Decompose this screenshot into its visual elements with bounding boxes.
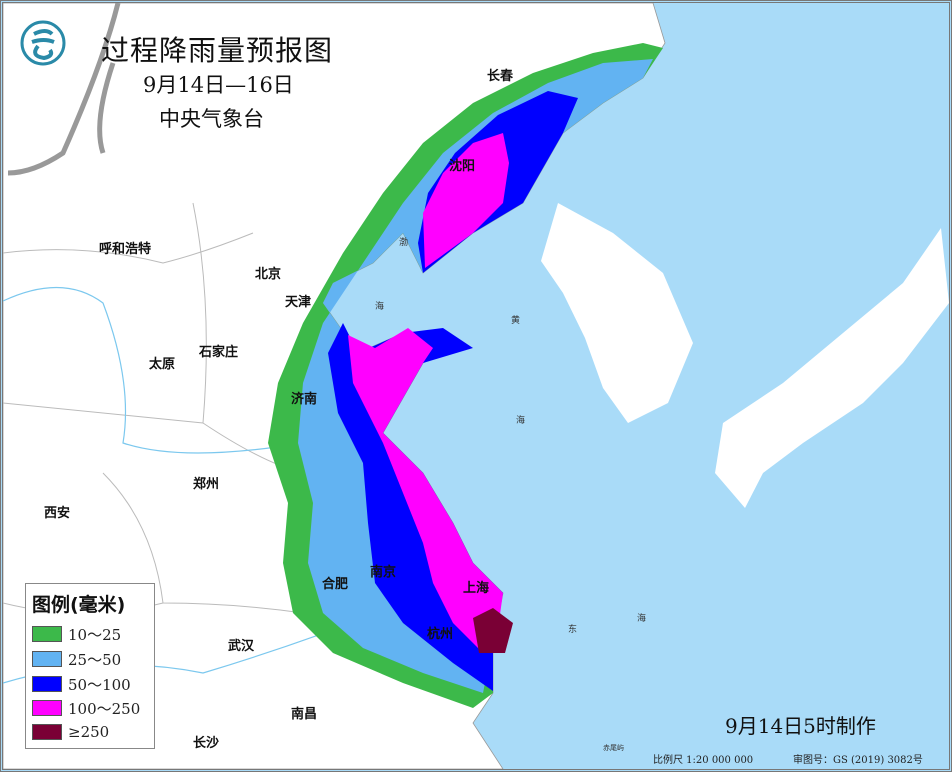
legend-label: 50～100 xyxy=(68,675,131,694)
band-100-250-south xyxy=(348,328,503,653)
city-label: 长沙 xyxy=(193,736,220,751)
city-label: 西安 xyxy=(44,506,71,521)
sea-label: 海 xyxy=(516,416,526,426)
city-label: 上海 xyxy=(463,581,490,596)
date-range: 9月14日—16日 xyxy=(143,73,294,97)
legend-label: 10～25 xyxy=(68,625,122,644)
legend-title: 图例(毫米) xyxy=(32,594,126,616)
legend-label: ≥250 xyxy=(68,723,110,741)
legend-item: 25～50 xyxy=(32,649,121,669)
legend-item: 50～100 xyxy=(32,674,131,694)
country-border xyxy=(7,3,121,176)
city-label: 太原 xyxy=(149,357,176,372)
rain-bands xyxy=(268,43,663,708)
sea-label: 渤 xyxy=(399,238,409,248)
legend-swatch xyxy=(32,724,62,740)
city-label: 郑州 xyxy=(193,477,220,492)
city-label: 呼和浩特 xyxy=(99,242,152,257)
city-label: 南京 xyxy=(370,565,397,580)
legend-swatch xyxy=(32,651,62,667)
korea-land xyxy=(541,203,693,423)
city-label: 杭州 xyxy=(427,627,454,642)
legend-label: 25～50 xyxy=(68,650,122,669)
band-250 xyxy=(473,608,513,653)
japan-land xyxy=(715,228,949,508)
cma-logo-icon xyxy=(20,20,66,66)
legend-swatch xyxy=(32,676,62,692)
island-label: 赤尾屿 xyxy=(603,744,624,752)
city-label: 合肥 xyxy=(322,577,349,592)
legend-item: 10～25 xyxy=(32,624,121,644)
approval-number: 审图号：GS (2019) 3082号 xyxy=(793,755,923,766)
legend-label: 100～250 xyxy=(68,699,141,718)
legend-item: ≥250 xyxy=(32,722,109,742)
legend-swatch xyxy=(32,700,62,716)
sea-label: 海 xyxy=(637,614,647,624)
city-label: 长春 xyxy=(487,69,514,84)
sea-label: 海 xyxy=(375,302,385,312)
agency-name: 中央气象台 xyxy=(159,107,264,131)
city-label: 济南 xyxy=(291,392,318,407)
city-label: 北京 xyxy=(255,267,282,282)
map-title: 过程降雨量预报图 xyxy=(101,34,334,67)
city-label: 天津 xyxy=(285,295,312,310)
legend-item: 100～250 xyxy=(32,698,140,718)
legend-swatch xyxy=(32,626,62,642)
city-label: 南昌 xyxy=(291,707,318,722)
band-100-250-north xyxy=(423,133,509,268)
city-label: 沈阳 xyxy=(449,159,476,174)
made-time: 9月14日5时制作 xyxy=(725,714,876,738)
city-label: 石家庄 xyxy=(199,345,239,360)
city-label: 武汉 xyxy=(228,639,255,654)
legend: 图例(毫米) 10～25 25～50 50～100 100～250 ≥250 xyxy=(25,583,155,749)
sea-label: 东 xyxy=(568,625,578,635)
map-scale: 比例尺 1:20 000 000 xyxy=(653,755,754,766)
sea-label: 黄 xyxy=(511,316,521,326)
